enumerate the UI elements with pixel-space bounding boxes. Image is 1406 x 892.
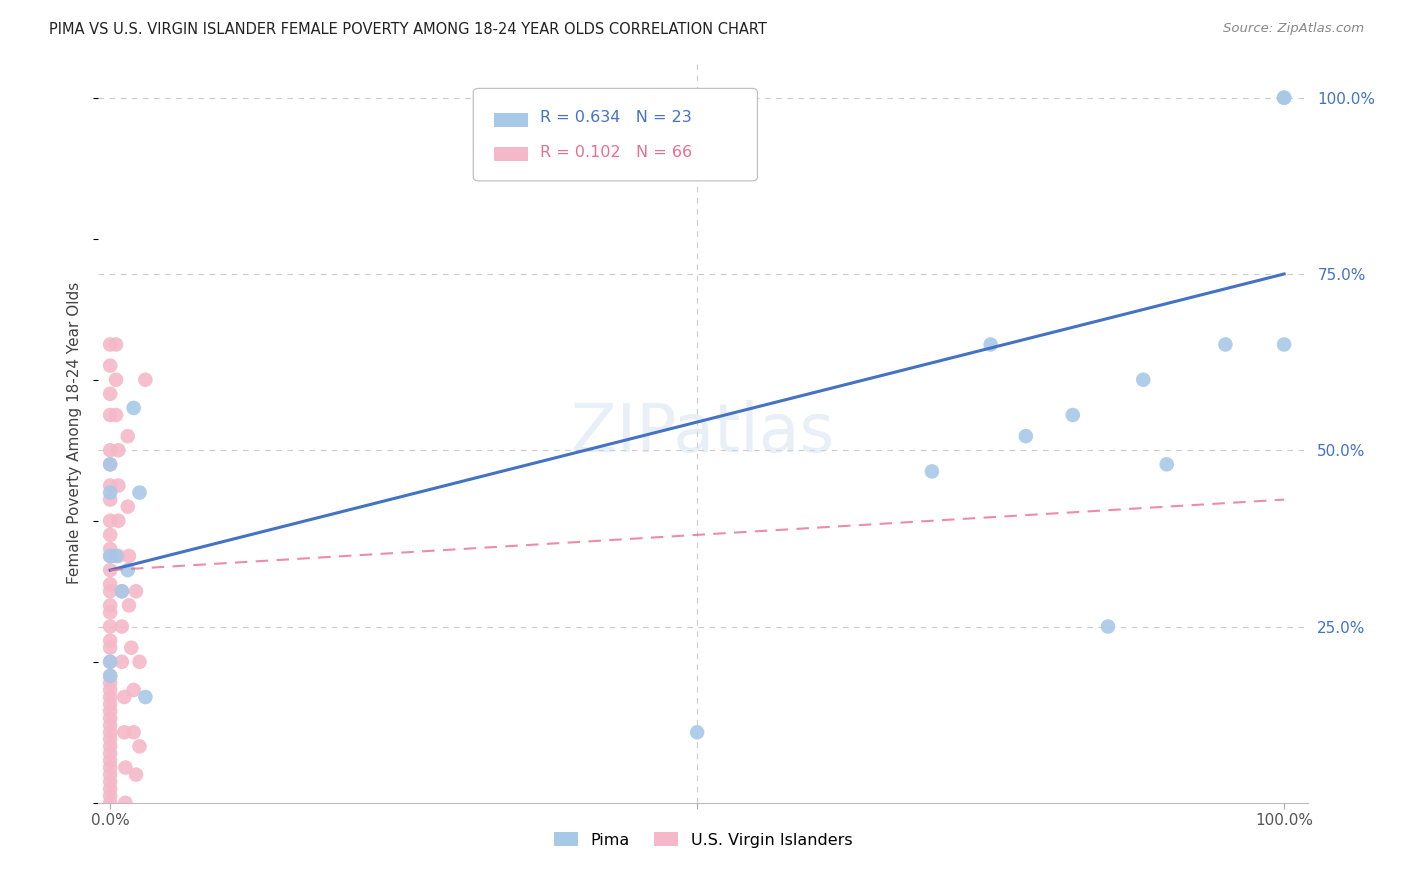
Point — [98, 584, 121, 599]
Point — [686, 725, 709, 739]
Point — [112, 725, 135, 739]
Point — [117, 429, 139, 443]
Point — [105, 373, 128, 387]
Point — [134, 690, 156, 704]
Point — [98, 577, 121, 591]
Point — [122, 725, 145, 739]
Text: R = 0.102   N = 66: R = 0.102 N = 66 — [540, 145, 692, 160]
Point — [111, 584, 134, 599]
Point — [98, 606, 121, 620]
Point — [128, 739, 150, 754]
Point — [112, 690, 135, 704]
Point — [98, 359, 121, 373]
Point — [107, 549, 129, 563]
Point — [134, 373, 156, 387]
Point — [111, 619, 134, 633]
Point — [111, 655, 134, 669]
Point — [1272, 91, 1295, 105]
Point — [98, 767, 121, 781]
Point — [107, 478, 129, 492]
FancyBboxPatch shape — [474, 88, 758, 181]
Point — [98, 408, 121, 422]
Point — [98, 599, 121, 613]
Point — [98, 718, 121, 732]
Point — [118, 549, 141, 563]
Point — [98, 541, 121, 556]
Y-axis label: Female Poverty Among 18-24 Year Olds: Female Poverty Among 18-24 Year Olds — [67, 282, 83, 583]
Point — [98, 796, 121, 810]
Point — [98, 747, 121, 761]
Point — [107, 514, 129, 528]
Point — [98, 760, 121, 774]
Point — [98, 458, 121, 472]
Point — [98, 739, 121, 754]
Point — [125, 767, 148, 781]
Point — [98, 549, 121, 563]
Point — [98, 387, 121, 401]
Point — [1132, 373, 1154, 387]
Point — [98, 514, 121, 528]
Point — [98, 669, 121, 683]
Point — [122, 683, 145, 698]
Point — [98, 789, 121, 803]
Point — [98, 485, 121, 500]
Point — [98, 633, 121, 648]
Point — [1215, 337, 1237, 351]
Point — [98, 690, 121, 704]
Point — [105, 549, 128, 563]
Point — [98, 640, 121, 655]
Point — [98, 711, 121, 725]
Point — [98, 337, 121, 351]
Point — [111, 584, 134, 599]
Point — [1097, 619, 1119, 633]
Point — [98, 774, 121, 789]
Point — [1062, 408, 1084, 422]
Point — [98, 732, 121, 747]
Legend: Pima, U.S. Virgin Islanders: Pima, U.S. Virgin Islanders — [547, 826, 859, 854]
Bar — [494, 147, 527, 161]
Point — [98, 781, 121, 796]
Point — [105, 337, 128, 351]
Point — [128, 485, 150, 500]
Point — [98, 458, 121, 472]
Point — [114, 760, 136, 774]
Text: PIMA VS U.S. VIRGIN ISLANDER FEMALE POVERTY AMONG 18-24 YEAR OLDS CORRELATION CH: PIMA VS U.S. VIRGIN ISLANDER FEMALE POVE… — [49, 22, 768, 37]
Point — [117, 563, 139, 577]
Point — [1156, 458, 1178, 472]
Point — [120, 640, 142, 655]
Point — [114, 796, 136, 810]
Point — [98, 492, 121, 507]
Point — [98, 443, 121, 458]
Point — [122, 401, 145, 415]
Point — [128, 655, 150, 669]
Point — [98, 754, 121, 768]
Point — [117, 500, 139, 514]
Text: Source: ZipAtlas.com: Source: ZipAtlas.com — [1223, 22, 1364, 36]
Point — [980, 337, 1002, 351]
Point — [98, 655, 121, 669]
Point — [98, 697, 121, 711]
Point — [98, 683, 121, 698]
Point — [98, 478, 121, 492]
Point — [105, 408, 128, 422]
Text: R = 0.634   N = 23: R = 0.634 N = 23 — [540, 111, 692, 126]
Point — [98, 676, 121, 690]
Point — [1015, 429, 1038, 443]
Point — [98, 563, 121, 577]
Point — [98, 725, 121, 739]
Point — [1272, 91, 1295, 105]
Point — [98, 549, 121, 563]
Point — [98, 655, 121, 669]
Point — [98, 528, 121, 542]
Point — [98, 704, 121, 718]
Text: ZIPatlas: ZIPatlas — [571, 400, 835, 466]
Point — [118, 599, 141, 613]
Point — [107, 443, 129, 458]
Point — [98, 669, 121, 683]
Point — [98, 619, 121, 633]
Bar — [494, 113, 527, 127]
Point — [921, 464, 943, 478]
Point — [1272, 337, 1295, 351]
Point — [125, 584, 148, 599]
